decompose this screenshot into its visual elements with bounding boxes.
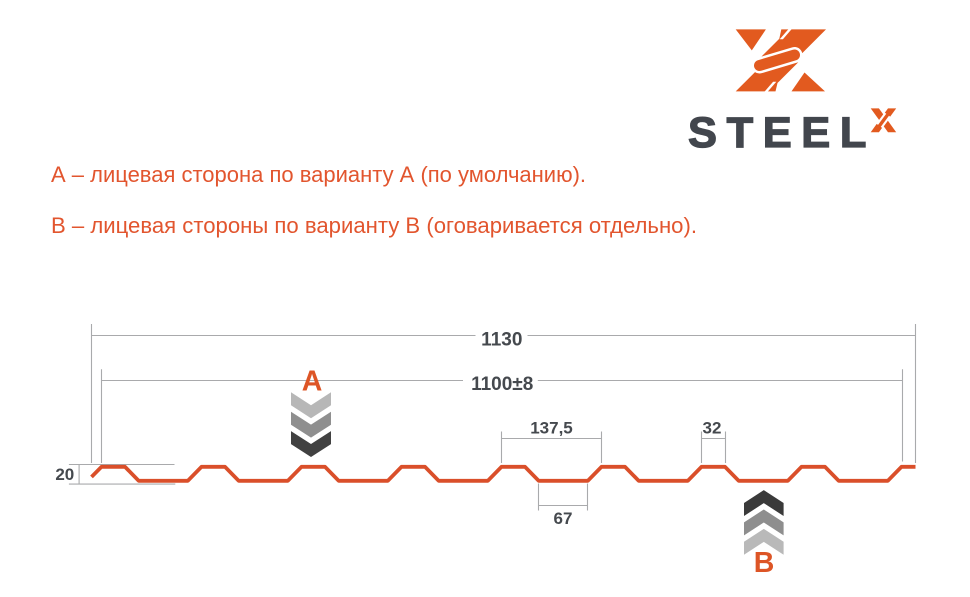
svg-text:20: 20: [55, 465, 74, 484]
svg-text:1100±8: 1100±8: [471, 374, 533, 395]
svg-text:67: 67: [554, 509, 573, 528]
svg-text:1130: 1130: [481, 329, 522, 350]
svg-text:В: В: [754, 547, 775, 579]
svg-text:А – лицевая сторона по вариант: А – лицевая сторона по варианту А (по ум…: [51, 162, 586, 187]
svg-text:А: А: [302, 365, 323, 397]
svg-text:137,5: 137,5: [530, 419, 573, 438]
svg-text:32: 32: [703, 419, 722, 438]
svg-text:STEEL: STEEL: [688, 109, 876, 157]
svg-text:В – лицевая стороны по вариант: В – лицевая стороны по варианту В (огова…: [51, 213, 697, 238]
